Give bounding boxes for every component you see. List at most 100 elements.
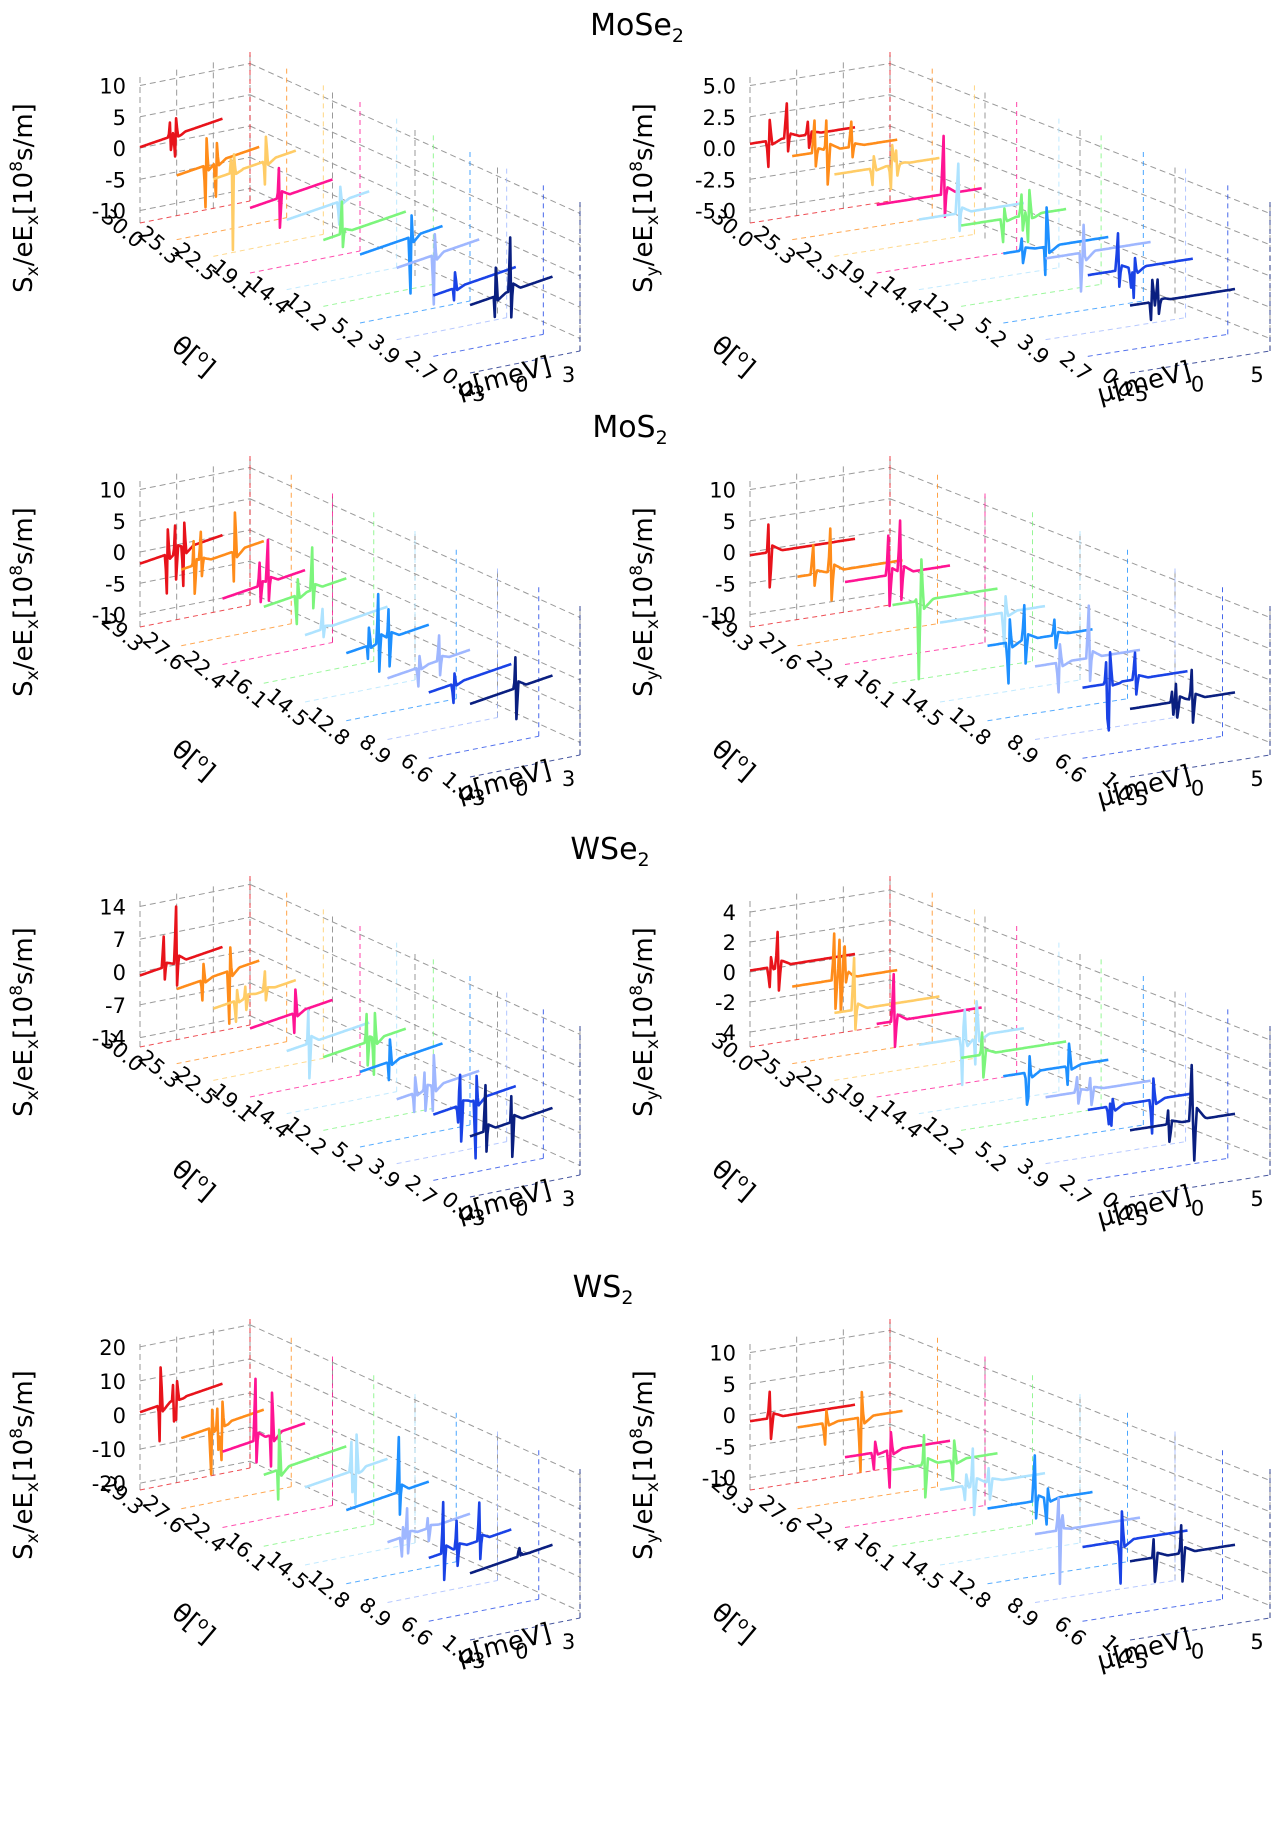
theta-tick-label: 3.9 [1013, 1154, 1054, 1194]
mu-tick-label: 0 [1191, 1196, 1204, 1220]
floor-grid-line [359, 300, 471, 324]
grid-line [139, 467, 251, 490]
floor-grid-line [918, 1091, 1059, 1115]
floor-grid-line [961, 1107, 1102, 1131]
z-tick-label: -5.0 [695, 200, 736, 224]
plot-area [139, 51, 581, 374]
mu-tick-label: 0 [515, 1639, 528, 1663]
grid-line [139, 1426, 251, 1450]
theta-tick-label: 6.6 [1050, 1611, 1091, 1651]
floor-grid-line [749, 1467, 891, 1491]
floor-grid-line [797, 1486, 938, 1510]
floor-grid-line [222, 642, 333, 665]
floor-grid-line [876, 1074, 1017, 1098]
mu-tick-label: 5 [1250, 1630, 1263, 1654]
floor-grid-line [346, 698, 457, 722]
z-tick-label: 14 [99, 895, 126, 919]
theta-tick-label: 27.6 [754, 627, 805, 675]
theta-tick-label: 5.2 [971, 313, 1012, 353]
floor-grid-line [1129, 1174, 1271, 1198]
floor-grid-line [749, 200, 891, 224]
series-line [469, 236, 553, 319]
theta-tick-label: 14.4 [876, 1095, 927, 1143]
mu-axis-label: μ[meV] [454, 1618, 554, 1672]
z-tick-label: -14 [92, 1027, 126, 1051]
z-tick-label: -5 [105, 572, 126, 596]
series-line [387, 634, 471, 688]
mu-tick-label: 0 [1191, 776, 1204, 800]
series-line [180, 511, 265, 595]
series-line [987, 1454, 1093, 1526]
z-tick-label: -10 [702, 604, 736, 628]
mu-tick-label: 0 [1191, 372, 1204, 396]
floor-grid-line [939, 1542, 1081, 1566]
z-tick-label: 2.5 [703, 106, 736, 130]
theta-tick-label: 12.8 [944, 702, 995, 750]
z-tick-label: 4 [723, 901, 736, 925]
series-line [180, 1400, 265, 1476]
floor-grid-line [1082, 1598, 1223, 1622]
series-line [345, 1435, 430, 1516]
floor-grid-line [263, 660, 374, 684]
series-line [834, 956, 940, 1031]
floor-grid-line [892, 660, 1033, 684]
floor-grid-line [939, 679, 1081, 703]
floor-grid-line [469, 350, 581, 374]
theta-tick-label: 5.2 [327, 1137, 368, 1177]
grid-line [249, 94, 581, 246]
floor-grid-line [387, 717, 498, 740]
series-line [844, 519, 951, 608]
grid-line [139, 1392, 251, 1416]
floor-grid-line [844, 1505, 986, 1528]
grid-line [749, 1330, 891, 1353]
grid-line [139, 498, 251, 522]
plot-area [749, 875, 1271, 1198]
z-tick-label: 10 [99, 479, 126, 503]
grid-line [749, 1423, 891, 1447]
grid-line [249, 916, 581, 1068]
floor-grid-line [286, 1091, 397, 1115]
grid-line [889, 1361, 1271, 1513]
floor-grid-line [213, 1057, 324, 1081]
theta-tick-label: 14.5 [897, 683, 948, 731]
theta-tick-label: 22.4 [179, 646, 230, 694]
grid-line [749, 1455, 891, 1478]
series-line [212, 970, 297, 1024]
series-line [1034, 604, 1141, 694]
series-line [918, 162, 1025, 233]
series-line [791, 119, 898, 186]
series-line [428, 662, 512, 705]
theta-axis-label: θ[o] [706, 329, 762, 383]
theta-tick-label: 19.1 [834, 1078, 885, 1126]
grid-line [749, 1009, 891, 1033]
mu-tick-label: 0 [515, 372, 528, 396]
grid-line [889, 498, 1271, 650]
series-line [918, 1000, 1025, 1087]
z-tick-label: 0 [723, 541, 736, 565]
grid-line [139, 1358, 251, 1382]
grid-line [749, 1392, 891, 1416]
z-tick-label: -10 [92, 200, 126, 224]
z-tick-label: 5 [723, 510, 736, 534]
floor-grid-line [892, 1523, 1033, 1547]
floor-grid-line [749, 604, 891, 628]
floor-grid-line [428, 1598, 539, 1622]
theta-tick-label: 16.1 [849, 1528, 900, 1576]
chart-wse2-sx: 1470-7-1430.025.322.519.114.412.25.23.92… [7, 875, 581, 1230]
series-line [749, 523, 856, 589]
series-line [1087, 232, 1193, 300]
series-line [749, 1390, 856, 1441]
series-line [359, 214, 443, 295]
z-tick-label: -7 [105, 994, 126, 1018]
mu-tick-label: 5 [1250, 1187, 1263, 1211]
series-line [304, 605, 388, 639]
grid-line [749, 919, 891, 943]
series-line [286, 185, 370, 226]
mu-tick-label: 3 [562, 363, 575, 387]
grid-line [139, 1015, 251, 1039]
floor-grid-line [749, 1024, 891, 1048]
floor-grid-line [222, 1505, 333, 1528]
theta-tick-label: 22.4 [802, 646, 853, 694]
theta-tick-label: 22.5 [791, 238, 842, 286]
